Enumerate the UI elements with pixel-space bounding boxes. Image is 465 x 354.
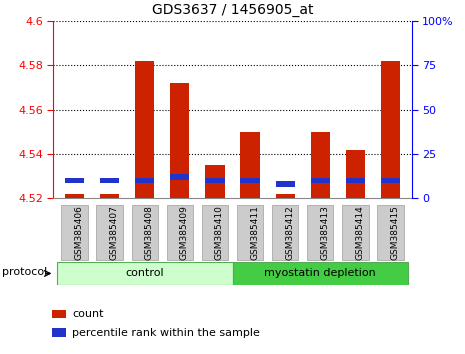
Bar [381,61,400,198]
Bar [381,178,400,183]
Text: myostatin depletion: myostatin depletion [265,268,376,279]
Bar [135,178,154,183]
Bar [100,194,120,198]
FancyBboxPatch shape [61,205,88,261]
Bar [170,174,190,180]
Bar [240,132,260,198]
FancyBboxPatch shape [96,205,123,261]
FancyBboxPatch shape [166,205,193,261]
Bar [275,181,295,187]
Text: GSM385410: GSM385410 [215,206,224,261]
Bar [53,309,66,318]
Bar [240,178,260,183]
FancyBboxPatch shape [132,205,158,261]
Bar [311,132,330,198]
Bar [100,178,120,183]
Text: GSM385412: GSM385412 [285,206,294,260]
Bar [205,165,225,198]
FancyBboxPatch shape [237,205,263,261]
Text: GSM385411: GSM385411 [250,206,259,261]
Bar [205,178,225,183]
Text: GSM385408: GSM385408 [145,206,154,261]
Bar [311,178,330,183]
Bar [345,149,365,198]
Text: GSM385414: GSM385414 [355,206,365,260]
FancyBboxPatch shape [57,262,232,285]
Text: count: count [72,309,104,319]
FancyBboxPatch shape [202,205,228,261]
Text: GSM385406: GSM385406 [74,206,84,261]
FancyBboxPatch shape [377,205,404,261]
Bar [53,328,66,337]
FancyBboxPatch shape [272,205,299,261]
Bar [275,194,295,198]
Text: GSM385413: GSM385413 [320,206,329,261]
FancyBboxPatch shape [307,205,333,261]
FancyBboxPatch shape [232,262,408,285]
Bar [170,83,190,198]
Bar [65,178,84,183]
Bar [65,194,84,198]
Text: GSM385409: GSM385409 [180,206,189,261]
Text: GSM385407: GSM385407 [110,206,119,261]
Text: control: control [126,268,164,279]
Text: protocol: protocol [2,267,47,277]
Text: GSM385415: GSM385415 [391,206,399,261]
Bar [135,61,154,198]
Title: GDS3637 / 1456905_at: GDS3637 / 1456905_at [152,4,313,17]
Text: percentile rank within the sample: percentile rank within the sample [72,327,260,338]
Bar [345,178,365,183]
FancyBboxPatch shape [342,205,369,261]
